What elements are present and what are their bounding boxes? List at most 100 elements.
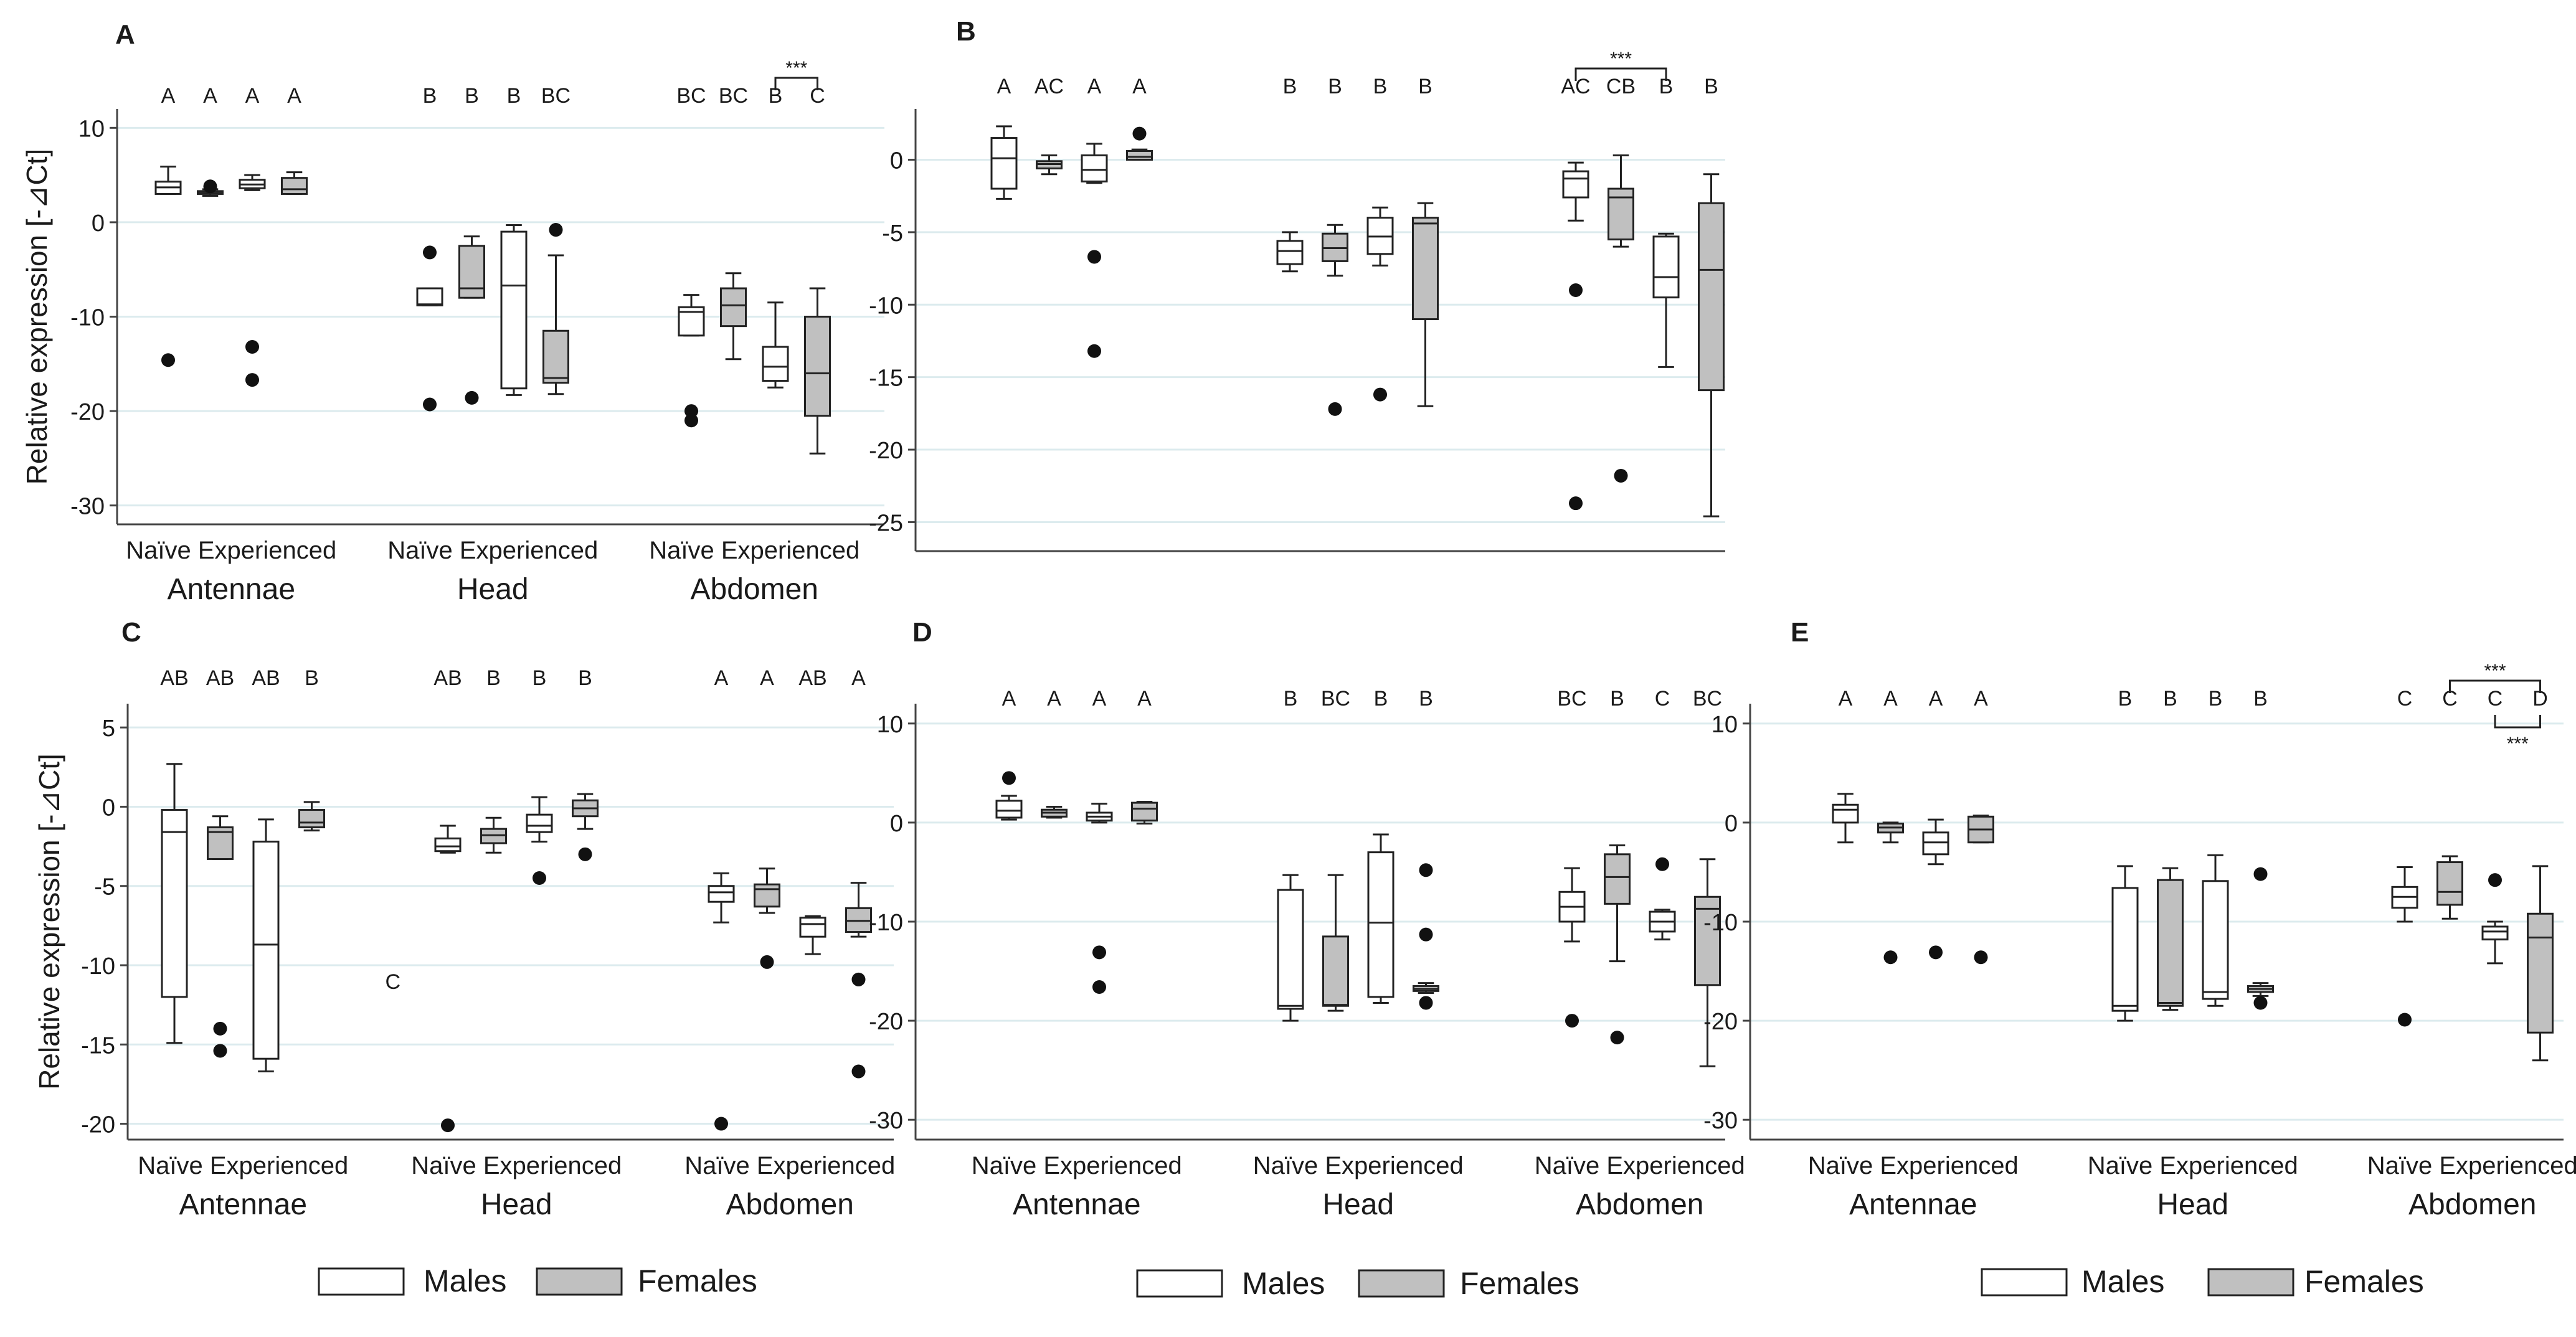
group-letter: A [287,84,301,108]
group-letter: B [1659,75,1674,98]
group-letter: A [1002,687,1016,711]
group-letter: A [1132,75,1147,98]
box-iqr [526,813,553,833]
box-females-antennae-experienced [281,171,308,195]
x-treatment-label: Naïve Experienced [684,1152,895,1179]
y-tick-label: -15 [869,366,903,392]
bracket-line [2449,679,2541,693]
group-letter: B [486,666,501,690]
box-iqr [1604,853,1631,905]
box-females-head-experienced [1413,863,1439,1010]
outlier-point [1655,857,1669,871]
group-letter: C [1655,687,1670,711]
x-treatment-label: Naïve Experienced [138,1152,348,1179]
group-letter: A [851,666,866,690]
box-iqr [1922,831,1949,856]
box-iqr [2157,879,2184,1007]
outlier-point [213,1044,227,1058]
box-females-abdomen-naive [2436,855,2463,920]
significance-bracket: *** [774,58,818,90]
group-letter: A [1839,687,1853,711]
x-tissue-label: Antennae [179,1188,307,1221]
outlier-point [1002,771,1016,785]
box-iqr [1126,150,1153,161]
significance-stars: *** [2507,734,2529,754]
group-letter: B [578,666,592,690]
box-iqr [2111,887,2139,1012]
panel-letter: B [956,16,976,47]
panel-letter: A [115,19,135,50]
significance-stars: *** [2484,661,2506,681]
group-letter: B [1328,75,1342,98]
outlier-point [1569,496,1583,511]
box-males-abdomen-experienced [1649,857,1676,941]
group-letter: BC [541,84,571,108]
panel-letter: D [912,617,932,648]
box-iqr [1698,202,1725,392]
outlier-point [1610,1031,1624,1045]
group-letter: A [245,84,260,108]
box-iqr [434,837,462,853]
outlier-point [1087,250,1101,264]
legend-females-label: Females [2304,1264,2424,1299]
x-treatment-label: Naïve Experienced [649,537,859,564]
outlier-point [684,404,698,418]
group-letter: B [423,84,437,108]
outlier-point [549,223,563,237]
x-treatment-label: Naïve Experienced [972,1152,1182,1179]
panels-layer: A 10 0 -10 -20 -30 Relative expression [-⊿Ct] A… [21,16,2576,1221]
box-iqr [1322,935,1349,1007]
box-males-head-naive [2111,865,2139,1022]
y-tick-label: -20 [869,1009,903,1035]
box-females-abdomen-experienced [1694,858,1721,1067]
box-iqr [1412,217,1439,321]
y-axis-title: Relative expression [-⊿Ct] [33,754,65,1090]
group-letter: CB [1606,75,1636,98]
outlier-point [1974,950,1988,965]
box-females-antennae-naive [1036,154,1063,176]
outlier-point [213,1021,227,1036]
group-letter: B [2118,687,2133,711]
group-letter: B [1373,75,1388,98]
group-letter: B [2253,687,2268,711]
box-iqr [2436,861,2463,906]
y-tick-label: -20 [1703,1009,1738,1035]
significance-stars: *** [785,58,807,78]
group-letter: A [1092,687,1107,711]
y-tick-label: -30 [70,494,105,520]
bracket-line [774,77,818,90]
box-males-abdomen-experienced [799,915,826,955]
box-females-abdomen-experienced [1698,173,1725,517]
outlier-point [851,972,866,986]
outlier-point [1132,126,1147,141]
box-females-head-experienced [572,793,599,861]
box-iqr [1367,851,1395,998]
box-iqr [281,177,308,195]
box-males-antennae-naive [990,125,1018,200]
group-letter: A [997,75,1011,98]
x-tissue-label: Abdomen [726,1188,854,1221]
x-treatment-label: Naïve Experienced [2367,1152,2576,1179]
box-iqr [1562,170,1589,199]
y-tick-label: -20 [869,438,903,464]
box-iqr [252,840,280,1060]
y-tick-label: -5 [94,874,115,900]
y-tick-label: 10 [1712,712,1738,738]
y-tick-label: 10 [877,712,903,738]
group-letter: B [1284,687,1298,711]
panel-letter: C [121,617,141,648]
outlier-point [1419,996,1433,1010]
group-letter: A [1883,687,1898,711]
outlier-point [423,397,437,412]
x-treatment-label: Naïve Experienced [2088,1152,2298,1179]
outlier-point [245,340,259,354]
group-letter: A [1974,687,1988,711]
outlier-point [441,1118,455,1133]
legend-females-label: Females [1460,1266,1579,1301]
outlier-point [684,413,698,428]
box-males-head-naive [434,824,462,1133]
box-iqr [1608,187,1634,241]
x-tissue-label: Abdomen [691,573,818,606]
box-males-head-naive [1276,231,1304,273]
